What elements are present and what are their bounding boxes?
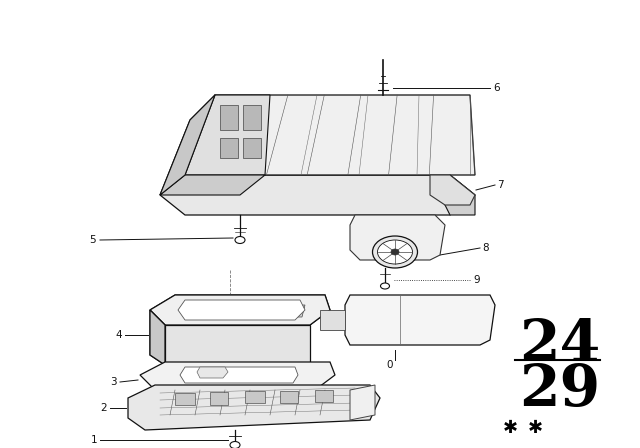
Text: 9: 9 [473, 275, 479, 285]
Polygon shape [350, 385, 375, 420]
Polygon shape [165, 325, 310, 365]
Polygon shape [150, 295, 330, 325]
Polygon shape [320, 310, 345, 330]
Text: 24: 24 [520, 317, 600, 373]
Text: ✱: ✱ [527, 419, 543, 437]
Polygon shape [140, 362, 335, 390]
Text: 2: 2 [100, 403, 107, 413]
Text: 29: 29 [520, 362, 600, 418]
Polygon shape [160, 175, 475, 215]
Text: 5: 5 [90, 235, 96, 245]
Polygon shape [128, 385, 380, 430]
Polygon shape [150, 310, 165, 365]
Text: ✱: ✱ [502, 419, 518, 437]
Text: 0: 0 [387, 360, 393, 370]
Polygon shape [160, 95, 215, 195]
Polygon shape [150, 295, 330, 325]
Polygon shape [315, 390, 333, 402]
Text: 7: 7 [497, 180, 504, 190]
Polygon shape [195, 305, 225, 317]
Polygon shape [185, 95, 475, 175]
Polygon shape [197, 367, 228, 378]
Polygon shape [235, 305, 265, 317]
Ellipse shape [235, 237, 245, 244]
Polygon shape [275, 305, 305, 317]
Polygon shape [280, 391, 298, 403]
Ellipse shape [391, 249, 399, 255]
Polygon shape [220, 138, 238, 158]
Ellipse shape [372, 236, 417, 268]
Text: 1: 1 [90, 435, 97, 445]
Polygon shape [445, 175, 475, 215]
Polygon shape [243, 105, 261, 130]
Ellipse shape [230, 441, 240, 448]
Text: 8: 8 [482, 243, 488, 253]
Polygon shape [180, 367, 298, 383]
Polygon shape [430, 175, 475, 205]
Polygon shape [175, 393, 195, 405]
Polygon shape [350, 215, 445, 260]
Ellipse shape [378, 240, 413, 264]
Text: 4: 4 [115, 330, 122, 340]
Polygon shape [160, 175, 265, 195]
Polygon shape [160, 95, 215, 195]
Polygon shape [185, 95, 270, 175]
Polygon shape [178, 300, 305, 320]
Polygon shape [210, 392, 228, 405]
Polygon shape [150, 310, 165, 365]
Polygon shape [245, 391, 265, 403]
Polygon shape [345, 295, 495, 345]
Ellipse shape [381, 283, 390, 289]
Polygon shape [220, 105, 238, 130]
Polygon shape [243, 138, 261, 158]
Text: 6: 6 [493, 83, 500, 93]
Text: 3: 3 [110, 377, 117, 387]
